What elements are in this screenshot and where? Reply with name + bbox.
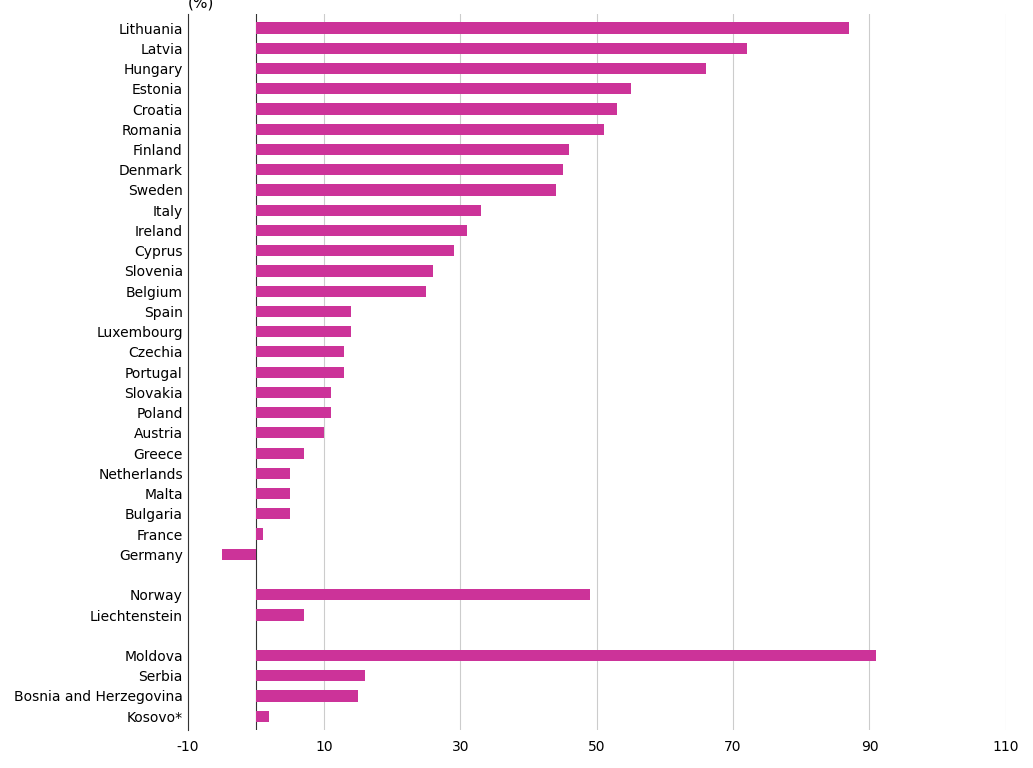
Bar — [256, 528, 262, 540]
Bar — [256, 488, 290, 499]
Bar — [256, 448, 304, 458]
Bar — [256, 144, 569, 155]
Bar — [256, 427, 324, 439]
Bar — [256, 286, 427, 296]
Bar — [256, 22, 849, 34]
Bar — [256, 690, 358, 701]
Bar — [222, 548, 256, 560]
Bar — [256, 225, 467, 236]
Bar — [256, 63, 706, 74]
Bar — [256, 366, 344, 378]
Bar — [256, 589, 590, 601]
Bar — [256, 508, 290, 519]
Bar — [256, 468, 290, 479]
Bar — [256, 650, 876, 661]
Bar — [256, 407, 331, 419]
Bar — [256, 326, 351, 337]
Bar — [256, 245, 453, 257]
Bar — [256, 710, 270, 722]
Bar — [256, 346, 344, 357]
Bar — [256, 610, 304, 621]
Bar — [256, 124, 603, 135]
Bar — [256, 104, 617, 114]
Text: (%): (%) — [188, 0, 214, 10]
Bar — [256, 204, 480, 216]
Bar — [256, 387, 331, 398]
Bar — [256, 164, 563, 175]
Bar — [256, 306, 351, 317]
Bar — [256, 670, 365, 681]
Bar — [256, 83, 631, 94]
Bar — [256, 43, 747, 54]
Bar — [256, 266, 433, 276]
Bar — [256, 184, 556, 196]
